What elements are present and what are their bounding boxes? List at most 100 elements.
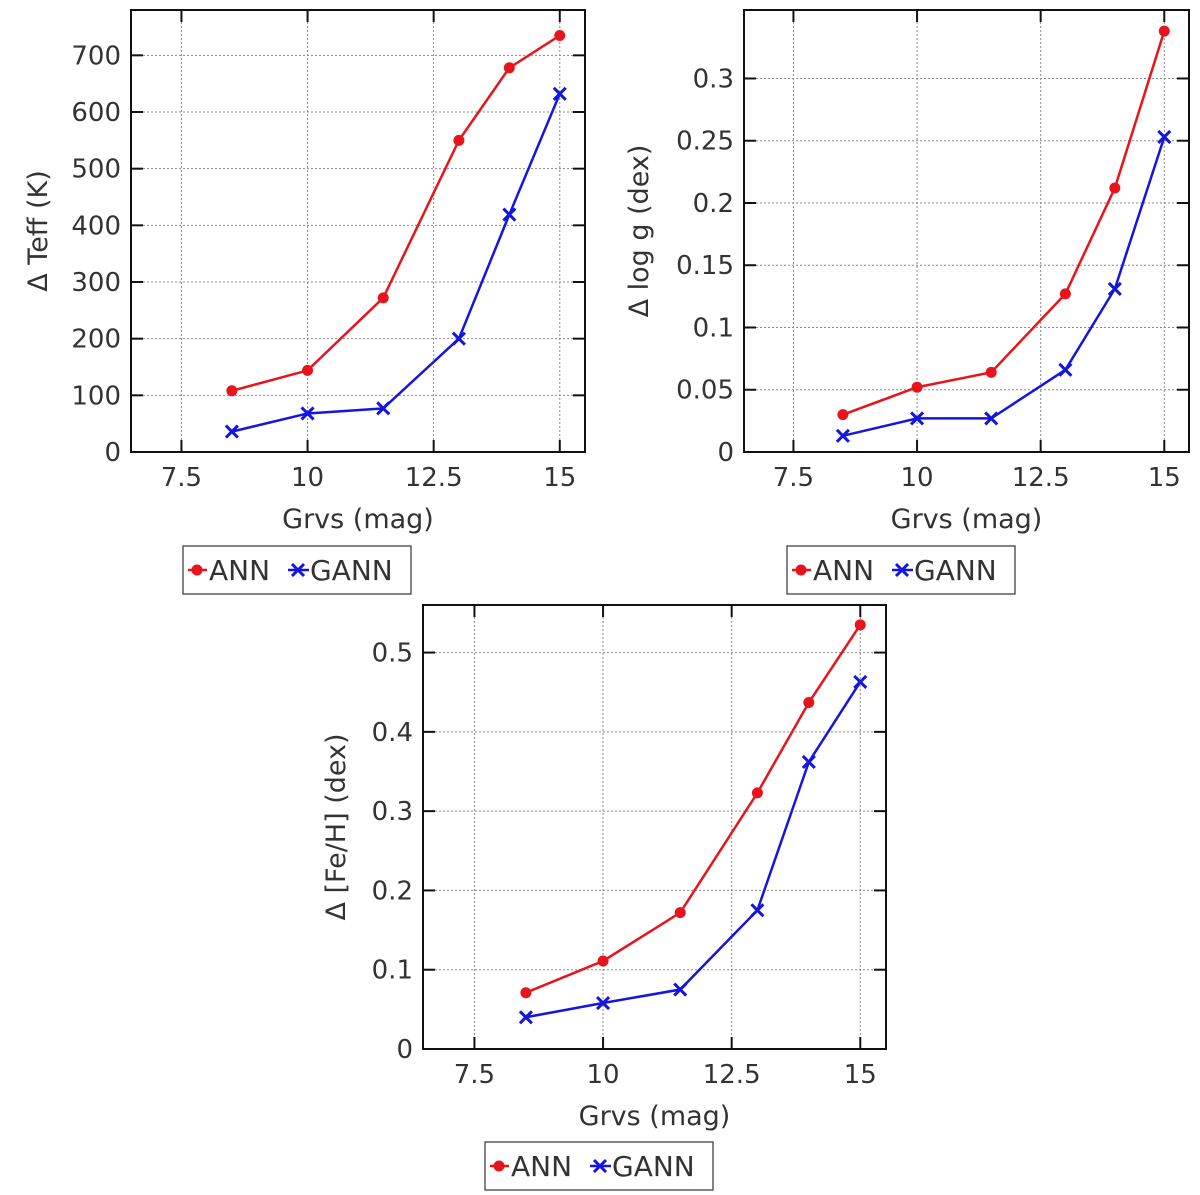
- data-point-gann: [1107, 281, 1122, 296]
- data-point-ann: [911, 381, 923, 393]
- x-tick-label: 10: [901, 463, 934, 493]
- y-tick-label: 200: [71, 325, 121, 355]
- x-tick-label: 15: [1148, 463, 1181, 493]
- series-line-ann: [525, 624, 862, 994]
- legend-label-ann: ANN: [209, 554, 270, 587]
- y-tick-label: 400: [71, 211, 121, 241]
- data-point-gann: [835, 428, 850, 443]
- data-point-gann: [909, 411, 925, 426]
- plot-frame: [130, 9, 586, 453]
- y-tick-label: 0.1: [372, 956, 413, 986]
- y-tick-label: 0.4: [372, 718, 413, 748]
- data-point-gann: [801, 754, 816, 770]
- x-tick-label: 12.5: [1012, 463, 1070, 493]
- y-tick-label: 500: [71, 155, 121, 185]
- data-point-gann: [750, 903, 765, 918]
- y-tick-label: 0.15: [676, 251, 734, 281]
- data-point-ann: [503, 62, 515, 74]
- chart-panel-1: 7.5 10 12.5 15 0 100 200 300 400 500 600 700 Grvs (m…: [23, 9, 586, 595]
- series-line-gann: [842, 136, 1166, 438]
- y-tick-label: 600: [71, 98, 121, 128]
- y-tick-label: 300: [71, 268, 121, 298]
- x-tick-label: 7.5: [773, 463, 814, 493]
- data-point-gann: [853, 674, 868, 689]
- series-line-gann: [231, 93, 561, 433]
- plot-frame: [743, 9, 1190, 453]
- legend-label-ann: ANN: [511, 1150, 572, 1183]
- series-line-ann: [231, 34, 561, 393]
- data-point-gann: [502, 207, 517, 222]
- data-point-ann: [520, 987, 532, 999]
- x-tick-label: 15: [543, 463, 576, 493]
- data-point-ann: [1109, 182, 1121, 194]
- series-line-ann: [842, 30, 1166, 416]
- y-tick-label: 0: [104, 438, 121, 468]
- legend-marker-gann: [592, 1158, 608, 1174]
- data-point-gann: [1058, 362, 1073, 377]
- data-point-gann: [376, 401, 391, 416]
- x-axis-label: Grvs (mag): [579, 1101, 731, 1132]
- data-point-ann: [751, 787, 763, 799]
- y-tick-label: 0.3: [693, 64, 734, 94]
- y-axis-label: Δ [Fe/H] (dex): [321, 733, 352, 920]
- y-tick-label: 100: [71, 381, 121, 411]
- data-point-gann: [1157, 129, 1172, 145]
- x-tick-label: 7.5: [161, 463, 202, 493]
- data-point-ann: [803, 697, 815, 709]
- x-tick-label: 10: [587, 1060, 620, 1090]
- legend-label-gann: GANN: [612, 1150, 695, 1183]
- data-point-ann: [377, 292, 389, 304]
- data-point-ann: [837, 409, 849, 421]
- x-tick-label: 10: [291, 463, 324, 493]
- x-tick-label: 12.5: [405, 463, 463, 493]
- data-point-ann: [453, 134, 465, 146]
- y-axis-label: Δ Teff (K): [23, 170, 54, 292]
- data-point-ann: [226, 385, 238, 397]
- y-tick-label: 0.2: [372, 876, 413, 906]
- data-point-gann: [673, 982, 688, 997]
- legend-label-gann: GANN: [914, 554, 997, 587]
- x-tick-label: 15: [844, 1060, 877, 1090]
- data-point-gann: [984, 411, 999, 426]
- y-tick-label: 0.05: [676, 376, 734, 406]
- data-point-gann: [224, 424, 239, 439]
- data-point-ann: [674, 907, 686, 919]
- data-point-gann: [300, 406, 315, 421]
- data-point-ann: [554, 30, 566, 41]
- y-tick-label: 0: [396, 1035, 413, 1065]
- data-point-gann: [595, 995, 611, 1011]
- legend-label-ann: ANN: [813, 554, 874, 587]
- plot-frame: [422, 604, 887, 1050]
- legend-marker-ann: [493, 1160, 505, 1172]
- legend-marker-ann: [191, 564, 203, 576]
- data-point-ann: [1158, 25, 1170, 37]
- chart-panel-2: 7.5 10 12.5 15 0 0.05 0.1 0.15 0.2 0.25 0.3 Grvs (m…: [624, 9, 1190, 595]
- data-point-ann: [854, 619, 866, 631]
- data-point-gann: [552, 86, 567, 101]
- legend: ANN GANN: [484, 1141, 714, 1191]
- y-tick-label: 0.5: [372, 639, 413, 669]
- y-axis-label: Δ log g (dex): [624, 145, 655, 318]
- legend-marker-ann: [795, 564, 807, 576]
- x-tick-label: 12.5: [703, 1060, 761, 1090]
- x-axis-label: Grvs (mag): [891, 504, 1043, 535]
- legend: ANN GANN: [786, 545, 1016, 595]
- legend: ANN GANN: [182, 545, 412, 595]
- y-tick-label: 0: [717, 438, 734, 468]
- y-tick-label: 0.2: [693, 189, 734, 219]
- legend-label-gann: GANN: [310, 554, 393, 587]
- series-line-gann: [525, 681, 862, 1019]
- y-tick-label: 0.3: [372, 797, 413, 827]
- x-axis-label: Grvs (mag): [282, 504, 434, 535]
- y-tick-label: 700: [71, 41, 121, 71]
- data-point-ann: [302, 364, 314, 376]
- chart-panel-3: 7.5 10 12.5 15 0 0.1 0.2 0.3 0.4 0.5 Grvs (mag) Δ […: [321, 604, 887, 1191]
- y-tick-label: 0.25: [676, 127, 734, 157]
- data-point-ann: [1059, 288, 1071, 300]
- data-point-gann: [451, 331, 466, 346]
- legend-marker-gann: [894, 562, 910, 578]
- data-point-ann: [597, 955, 609, 967]
- x-tick-label: 7.5: [454, 1060, 495, 1090]
- y-tick-label: 0.1: [693, 313, 734, 343]
